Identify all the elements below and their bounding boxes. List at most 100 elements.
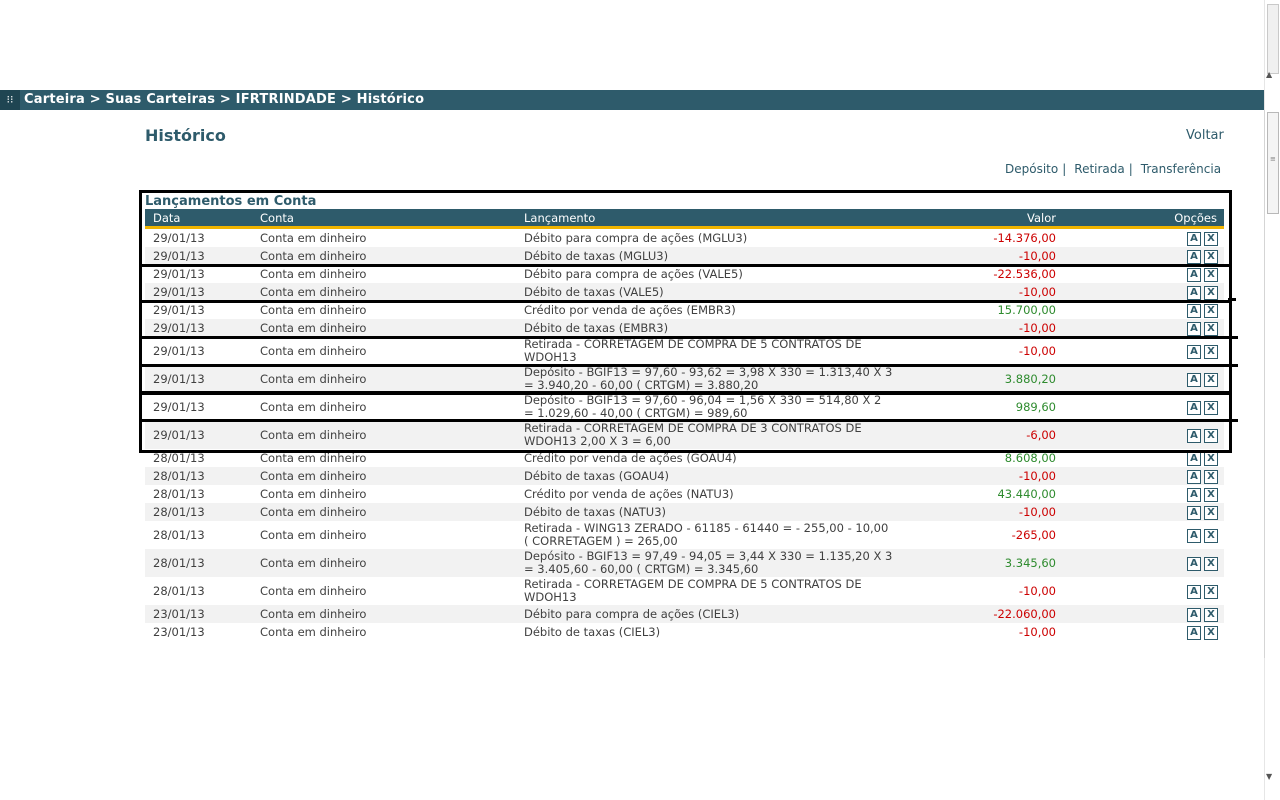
delete-icon[interactable]: X [1204, 322, 1218, 336]
frame-scrollbar[interactable]: ≡ [1264, 110, 1280, 658]
scroll-down-arrow-icon[interactable]: ▼ [1266, 772, 1273, 781]
delete-icon[interactable]: X [1204, 345, 1218, 359]
edit-icon[interactable]: A [1187, 488, 1201, 502]
cell-entry: Crédito por venda de ações (GOAU4) [524, 450, 737, 465]
edit-icon[interactable]: A [1187, 529, 1201, 543]
edit-icon[interactable]: A [1187, 250, 1201, 264]
table-row: 28/01/13 Conta em dinheiro Crédito por ven… [145, 449, 1224, 467]
table-row: 29/01/13 Conta em dinheiro Depósito - BGIF… [145, 393, 1224, 421]
edit-icon[interactable]: A [1187, 268, 1201, 282]
cell-date: 29/01/13 [145, 247, 252, 265]
cell-value: 3.880,20 [902, 365, 1064, 393]
cell-date: 29/01/13 [145, 283, 252, 301]
delete-icon[interactable]: X [1204, 557, 1218, 571]
edit-icon[interactable]: A [1187, 429, 1201, 443]
table-row: 29/01/13 Conta em dinheiro Débito para com… [145, 228, 1224, 248]
delete-icon[interactable]: X [1204, 429, 1218, 443]
edit-icon[interactable]: A [1187, 373, 1201, 387]
delete-icon[interactable]: X [1204, 268, 1218, 282]
cell-entry: Débito de taxas (EMBR3) [516, 319, 902, 337]
table-row: 28/01/13 Conta em dinheiro Retirada - CORR… [145, 577, 1224, 605]
edit-icon[interactable]: A [1187, 557, 1201, 571]
cell-entry: Crédito por venda de ações (EMBR3) [524, 302, 736, 317]
edit-icon[interactable]: A [1187, 626, 1201, 640]
cell-value: -10,00 [1018, 625, 1056, 639]
col-header-value[interactable]: Valor [902, 209, 1064, 229]
col-header-date[interactable]: Data [145, 209, 252, 229]
edit-icon[interactable]: A [1187, 232, 1201, 246]
cell-date: 29/01/13 [145, 365, 252, 393]
annotation-line [1228, 419, 1238, 422]
cell-value: -10,00 [902, 247, 1064, 265]
withdraw-link[interactable]: Retirada [1074, 162, 1125, 176]
delete-icon[interactable]: X [1204, 626, 1218, 640]
delete-icon[interactable]: X [1204, 304, 1218, 318]
edit-icon[interactable]: A [1187, 506, 1201, 520]
delete-icon[interactable]: X [1204, 585, 1218, 599]
delete-icon[interactable]: X [1204, 529, 1218, 543]
delete-icon[interactable]: X [1204, 373, 1218, 387]
table-row: 29/01/13 Conta em dinheiro Débito de taxas… [145, 247, 1224, 265]
cell-value: -10,00 [902, 467, 1064, 485]
cell-value: 8.608,00 [1004, 451, 1056, 465]
annotation-line [1228, 336, 1238, 339]
cell-account: Conta em dinheiro [252, 283, 516, 301]
back-link[interactable]: Voltar [1186, 128, 1224, 143]
cell-date: 28/01/13 [145, 467, 252, 485]
delete-icon[interactable]: X [1204, 286, 1218, 300]
frame-scrollbar-thumb[interactable]: ≡ [1267, 112, 1279, 214]
scroll-up-arrow-icon[interactable]: ▲ [1266, 70, 1273, 79]
delete-icon[interactable]: X [1204, 232, 1218, 246]
delete-icon[interactable]: X [1204, 452, 1218, 466]
cell-entry: Retirada - CORRETAGEM DE COMPRA DE 5 CON… [524, 577, 862, 604]
cell-value: -10,00 [1018, 584, 1056, 598]
delete-icon[interactable]: X [1204, 608, 1218, 622]
edit-icon[interactable]: A [1187, 286, 1201, 300]
cell-account: Conta em dinheiro [260, 400, 367, 414]
delete-icon[interactable]: X [1204, 250, 1218, 264]
window-scrollbar-thumb[interactable] [1267, 4, 1279, 74]
cell-entry: Retirada - WING13 ZERADO - 61185 - 61440… [524, 521, 889, 548]
delete-icon[interactable]: X [1204, 401, 1218, 415]
edit-icon[interactable]: A [1187, 322, 1201, 336]
cell-date: 29/01/13 [153, 267, 205, 281]
cell-date: 29/01/13 [145, 319, 252, 337]
edit-icon[interactable]: A [1187, 585, 1201, 599]
cell-date: 28/01/13 [153, 528, 205, 542]
table-row: 29/01/13 Conta em dinheiro Depósito - BGIF… [145, 365, 1224, 393]
delete-icon[interactable]: X [1204, 506, 1218, 520]
cell-account: Conta em dinheiro [260, 584, 367, 598]
cell-value: 43.440,00 [997, 487, 1056, 501]
cell-account: Conta em dinheiro [260, 344, 367, 358]
table-row: 29/01/13 Conta em dinheiro Crédito por ven… [145, 301, 1224, 319]
delete-icon[interactable]: X [1204, 470, 1218, 484]
edit-icon[interactable]: A [1187, 345, 1201, 359]
edit-icon[interactable]: A [1187, 608, 1201, 622]
cell-account: Conta em dinheiro [252, 467, 516, 485]
transfer-link[interactable]: Transferência [1140, 162, 1222, 176]
col-header-account[interactable]: Conta [252, 209, 516, 229]
edit-icon[interactable]: A [1187, 304, 1201, 318]
col-header-entry[interactable]: Lançamento [516, 209, 902, 229]
edit-icon[interactable]: A [1187, 401, 1201, 415]
delete-icon[interactable]: X [1204, 488, 1218, 502]
cell-entry: Débito de taxas (NATU3) [516, 503, 902, 521]
deposit-link[interactable]: Depósito [1005, 162, 1059, 176]
edit-icon[interactable]: A [1187, 452, 1201, 466]
edit-icon[interactable]: A [1187, 470, 1201, 484]
cell-account: Conta em dinheiro [260, 303, 367, 317]
breadcrumb[interactable]: Carteira > Suas Carteiras > IFRTRINDADE … [24, 92, 425, 107]
table-row: 28/01/13 Conta em dinheiro Crédito por ven… [145, 485, 1224, 503]
breadcrumb-bar: ⁝⁝ Carteira > Suas Carteiras > IFRTRINDA… [0, 90, 1264, 110]
cell-date: 28/01/13 [153, 487, 205, 501]
col-header-options: Opções [1064, 209, 1224, 229]
annotation-line [1228, 364, 1238, 367]
separator: | [1128, 162, 1133, 176]
